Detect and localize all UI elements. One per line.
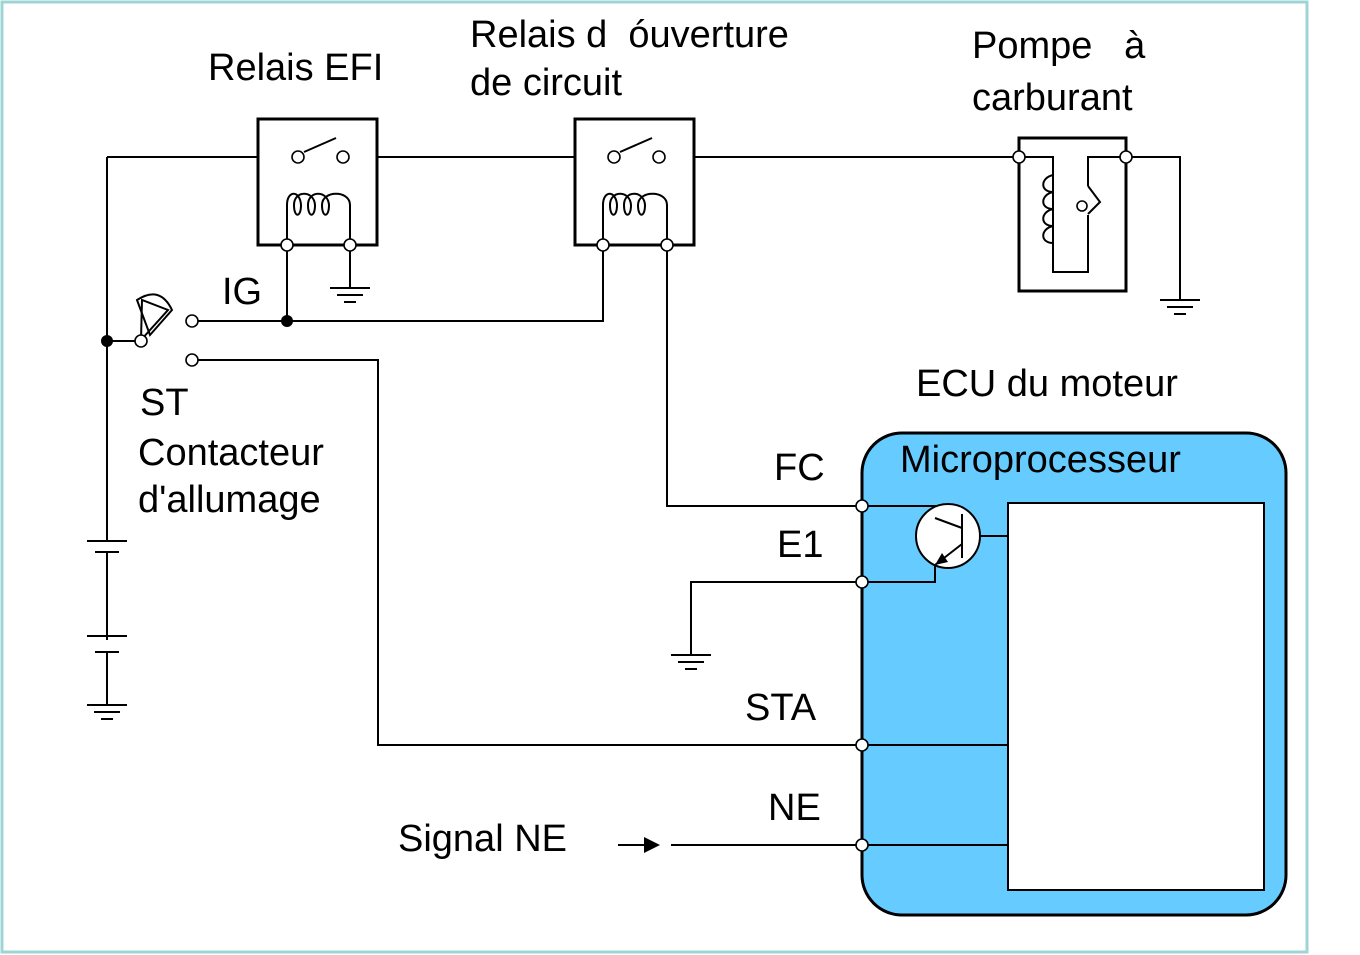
battery-icon — [87, 540, 127, 653]
efi-relay-label: Relais EFI — [208, 47, 383, 89]
arrow-right-icon — [618, 837, 660, 853]
junction-dot — [281, 315, 293, 327]
circuit-relay-label-line1: Relais d óuverture — [470, 14, 789, 56]
ne-terminal — [855, 838, 869, 852]
circuit-opening-relay — [573, 117, 696, 252]
ground-icon — [671, 654, 711, 670]
transistor-icon — [915, 503, 981, 569]
e1-label: E1 — [777, 524, 823, 566]
fuel-pump-label-line1: Pompe à — [972, 25, 1146, 67]
fuel-pump-coil — [1042, 174, 1054, 244]
efi-relay-coil — [286, 192, 351, 239]
ig-label: IG — [222, 271, 262, 313]
ecu-label: ECU du moteur — [916, 363, 1178, 405]
fc-label: FC — [774, 447, 825, 489]
ne-signal-label: Signal NE — [398, 818, 567, 860]
ignition-switch-label-line1: Contacteur — [138, 432, 324, 474]
efi-relay — [256, 117, 379, 252]
ignition-switch-label-line2: d'allumage — [138, 479, 321, 521]
microprocessor-label: Microprocesseur — [900, 439, 1181, 481]
ground-icon — [87, 704, 127, 720]
sta-label: STA — [745, 687, 817, 729]
junction-dot — [101, 335, 113, 347]
sta-terminal — [855, 738, 869, 752]
circuit-relay-coil — [602, 192, 668, 239]
fuel-pump-label-line2: carburant — [972, 77, 1133, 119]
ground-icon — [1160, 299, 1200, 315]
circuit-relay-label-line2: de circuit — [470, 62, 622, 104]
e1-terminal — [855, 575, 869, 589]
ne-label: NE — [768, 787, 821, 829]
st-label: ST — [140, 382, 189, 424]
diagram-frame — [0, 0, 1309, 954]
fuel-pump — [1012, 136, 1133, 293]
ignition-switch-icon — [134, 293, 199, 367]
microprocessor-box — [1007, 502, 1265, 891]
ground-icon — [330, 287, 370, 303]
fc-terminal — [855, 499, 869, 513]
